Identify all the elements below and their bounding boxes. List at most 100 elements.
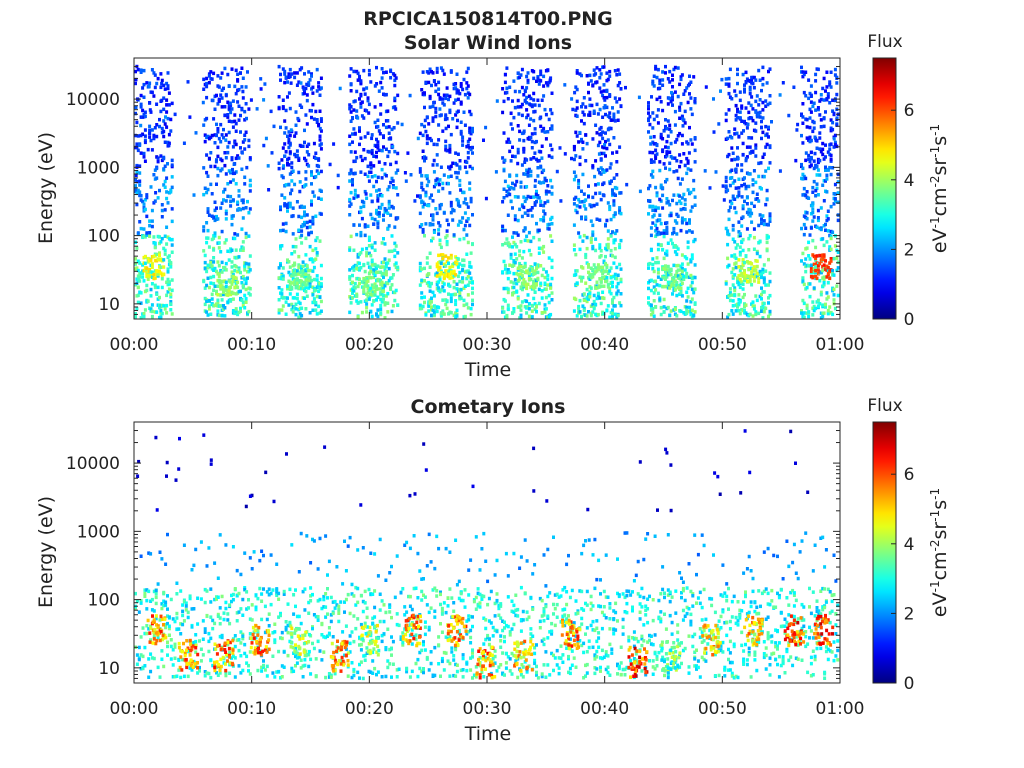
flux-cell [213,208,217,213]
flux-cell [750,262,754,266]
flux-cell [370,133,374,137]
flux-cell [743,199,746,204]
flux-cell [432,312,436,317]
flux-cell [679,291,683,295]
flux-cell [826,217,830,221]
flux-cell [765,81,769,85]
flux-cell [529,239,533,244]
flux-cell [539,124,543,129]
flux-cell [609,276,613,280]
flux-cell [502,259,506,264]
flux-cell [611,280,614,285]
flux-cell [304,236,308,241]
flux-cell [727,84,731,88]
flux-cell [394,244,398,248]
flux-cell [508,149,512,154]
flux-cell [736,163,739,167]
flux-cell [454,170,458,175]
flux-cell [523,238,527,243]
flux-cell [234,182,238,186]
flux-cell [669,268,673,272]
flux-cell [761,76,765,81]
flux-cell [158,295,161,300]
flux-cell [224,172,228,176]
flux-cell [205,81,209,86]
flux-cell [522,195,526,199]
flux-cell [150,265,154,269]
flux-cell [658,283,662,288]
flux-cell [281,106,285,111]
flux-cell [654,305,658,309]
flux-cell [519,185,523,189]
flux-cell [573,90,577,95]
flux-cell [461,216,465,220]
flux-cell [601,136,605,141]
flux-cell [358,261,361,266]
flux-cell [733,89,737,93]
flux-cell [297,156,301,161]
flux-cell [447,175,450,179]
flux-cell [458,237,462,242]
flux-cell [577,185,581,190]
flux-cell [662,297,666,302]
flux-cell [668,150,672,154]
flux-cell [741,287,745,291]
flux-cell [165,98,169,102]
flux-cell [301,144,305,148]
flux-cell [679,160,683,164]
flux-cell [136,268,140,273]
flux-cell [745,195,749,199]
flux-cell [599,172,603,176]
flux-cell [767,301,770,305]
flux-cell [606,229,610,233]
flux-cell [529,117,533,121]
flux-cell [736,243,739,247]
flux-cell [315,312,319,316]
flux-cell [462,286,466,290]
flux-cell [680,133,684,138]
flux-cell [288,292,292,296]
flux-cell [724,226,728,231]
flux-cell [430,313,433,318]
flux-cell [213,107,217,111]
flux-cell [143,159,147,163]
flux-cell [234,129,238,133]
flux-cell [501,306,505,310]
flux-cell [445,233,449,238]
flux-cell [537,82,541,86]
flux-cell [516,218,520,223]
flux-cell [584,252,588,257]
flux-cell [366,279,370,283]
flux-cell [689,209,693,213]
flux-cell [658,218,662,222]
flux-cell [444,144,448,149]
flux-cell [471,291,474,295]
flux-cell [819,97,823,102]
flux-cell [678,194,682,198]
flux-cell [738,98,742,103]
flux-cell [360,199,364,204]
flux-cell [383,162,387,166]
flux-cell [606,242,610,247]
flux-cell [435,274,439,278]
flux-cell [229,285,233,290]
flux-cell [349,119,353,123]
flux-cell [581,239,585,243]
flux-cell [319,129,323,133]
flux-cell [230,282,234,286]
flux-cell [170,312,174,316]
flux-cell [239,71,242,75]
flux-cell [688,92,691,96]
flux-cell [245,165,249,170]
flux-cell [303,156,306,161]
flux-cell [537,103,541,108]
flux-cell [685,86,689,90]
flux-cell [824,89,827,93]
flux-cell [570,156,573,161]
flux-cell [348,268,352,272]
flux-cell [439,165,443,169]
flux-cell [234,309,238,313]
flux-cell [165,176,169,180]
flux-cell [748,312,752,317]
flux-cell [390,127,394,132]
